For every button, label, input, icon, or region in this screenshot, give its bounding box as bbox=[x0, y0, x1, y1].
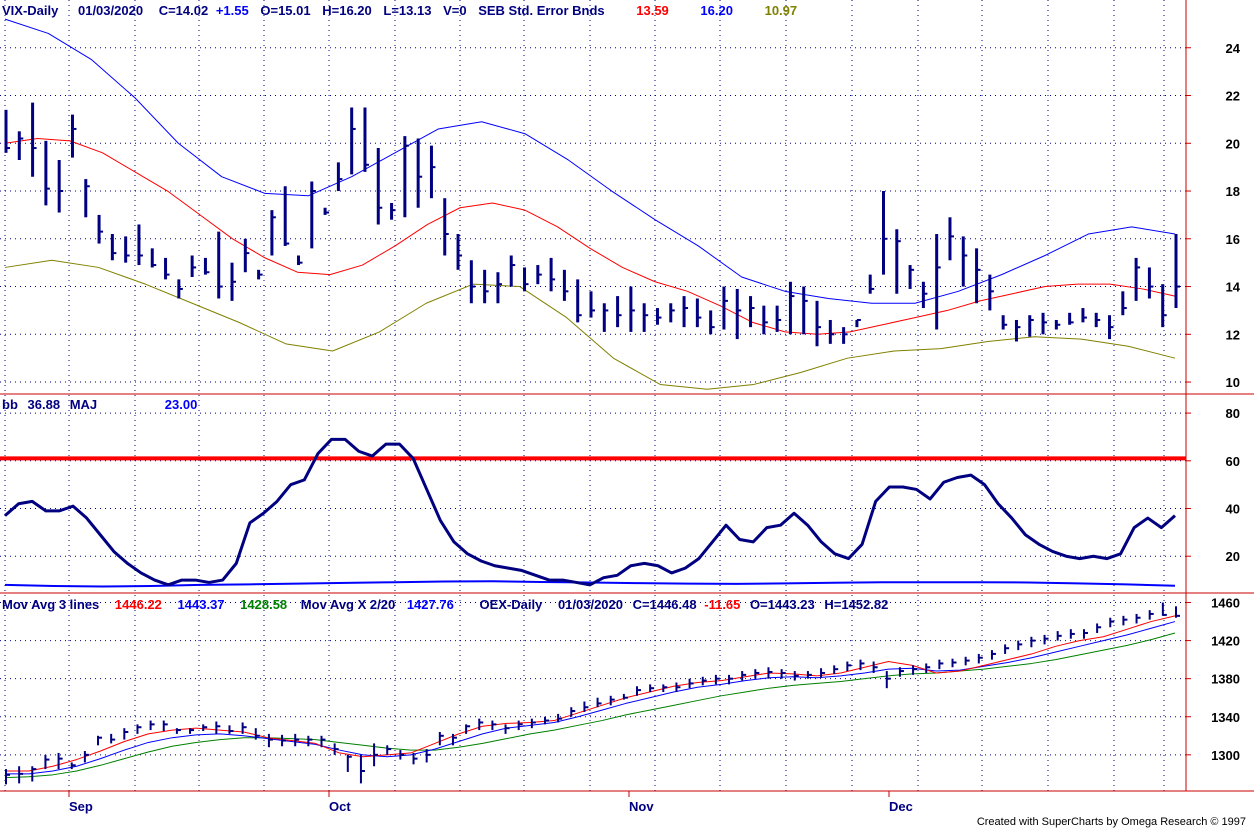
y-tick-label: 20 bbox=[1226, 549, 1240, 564]
osc-value: 36.88 bbox=[27, 397, 61, 412]
oex-cross-name: Mov Avg X 2/20 bbox=[300, 597, 396, 612]
vix-change: +1.55 bbox=[215, 3, 249, 18]
vix-volume: V=0 bbox=[443, 3, 467, 18]
x-tick-label: Nov bbox=[629, 799, 654, 814]
y-tick-label: 1340 bbox=[1211, 710, 1240, 725]
vix-date: 01/03/2020 bbox=[77, 3, 144, 18]
vix-high: H=16.20 bbox=[322, 3, 372, 18]
oex-close: C=1446.48 bbox=[632, 597, 697, 612]
oex-date: 01/03/2020 bbox=[557, 597, 624, 612]
y-tick-label: 1300 bbox=[1211, 748, 1240, 763]
oex-high: H=1452.82 bbox=[824, 597, 889, 612]
y-tick-label: 1460 bbox=[1211, 596, 1240, 611]
oex-ma1-line bbox=[5, 615, 1176, 772]
x-axis-ticks: Sep Oct Nov Dec bbox=[68, 791, 913, 814]
vix-mid-band-line bbox=[4, 137, 1176, 335]
y-tick-label: 12 bbox=[1226, 327, 1240, 342]
chart-grid bbox=[0, 0, 1186, 791]
oex-change: -11.65 bbox=[704, 597, 741, 612]
oscillator-panel bbox=[0, 437, 1186, 588]
osc-ma-value: 23.00 bbox=[164, 397, 198, 412]
oex-ma3: 1428.58 bbox=[240, 597, 288, 612]
osc-name: bb bbox=[2, 397, 18, 412]
oex-panel bbox=[4, 602, 1180, 785]
y-tick-label: 16 bbox=[1226, 232, 1240, 247]
oex-open: O=1443.23 bbox=[750, 597, 815, 612]
vix-panel bbox=[4, 18, 1180, 390]
oex-header: Mov Avg 3 lines 1446.22 1443.37 1428.58 … bbox=[2, 598, 888, 612]
y-tick-label: 10 bbox=[1226, 375, 1240, 390]
vix-open: O=15.01 bbox=[260, 3, 311, 18]
vix-indicator-name: SEB Std. Error Bnds bbox=[478, 3, 605, 18]
oex-ma2: 1443.37 bbox=[177, 597, 225, 612]
y-tick-label: 1420 bbox=[1211, 634, 1240, 649]
y-tick-label: 14 bbox=[1226, 280, 1241, 295]
y-axis-ticks: 10 12 14 16 18 20 22 24 20 40 60 80 1300 1340 1380 1420… bbox=[1186, 41, 1241, 763]
vix-upper-value: 16.20 bbox=[700, 3, 733, 18]
vix-lower-band-line bbox=[4, 259, 1176, 390]
oex-ma3-line bbox=[4, 632, 1176, 779]
x-tick-label: Oct bbox=[329, 799, 351, 814]
x-tick-label: Dec bbox=[889, 799, 913, 814]
y-tick-label: 22 bbox=[1226, 89, 1240, 104]
y-tick-label: 60 bbox=[1226, 454, 1240, 469]
y-tick-label: 80 bbox=[1226, 406, 1240, 421]
y-tick-label: 1380 bbox=[1211, 672, 1240, 687]
vix-symbol: VIX-Daily bbox=[2, 3, 59, 18]
oex-ma1: 1446.22 bbox=[114, 597, 162, 612]
osc-ma-label: MAJ bbox=[69, 397, 98, 412]
oex-ma2-line bbox=[5, 621, 1176, 775]
vix-upper-band-line bbox=[4, 18, 1176, 304]
bb-line bbox=[4, 437, 1176, 587]
vix-close: C=14.02 bbox=[158, 3, 209, 18]
x-tick-label: Sep bbox=[69, 799, 93, 814]
y-tick-label: 40 bbox=[1226, 502, 1240, 517]
oex-symbol: OEX-Daily bbox=[479, 597, 543, 612]
y-tick-label: 24 bbox=[1226, 41, 1241, 56]
maj-line bbox=[4, 580, 1176, 588]
oex-cross-value: 1427.76 bbox=[406, 597, 454, 612]
credit-text: Created with SuperCharts by Omega Resear… bbox=[976, 816, 1246, 828]
vix-mid-value: 13.59 bbox=[636, 3, 669, 18]
vix-header: VIX-Daily 01/03/2020 C=14.02 +1.55 O=15.… bbox=[2, 4, 797, 18]
vix-lower-value: 10.97 bbox=[764, 3, 798, 18]
oex-ma-name: Mov Avg 3 lines bbox=[2, 597, 100, 612]
panel-frames bbox=[0, 0, 1254, 792]
vix-low: L=13.13 bbox=[383, 3, 432, 18]
osc-header: bb 36.88 MAJ 23.00 bbox=[2, 398, 197, 412]
y-tick-label: 18 bbox=[1226, 184, 1240, 199]
y-tick-label: 20 bbox=[1226, 136, 1240, 151]
